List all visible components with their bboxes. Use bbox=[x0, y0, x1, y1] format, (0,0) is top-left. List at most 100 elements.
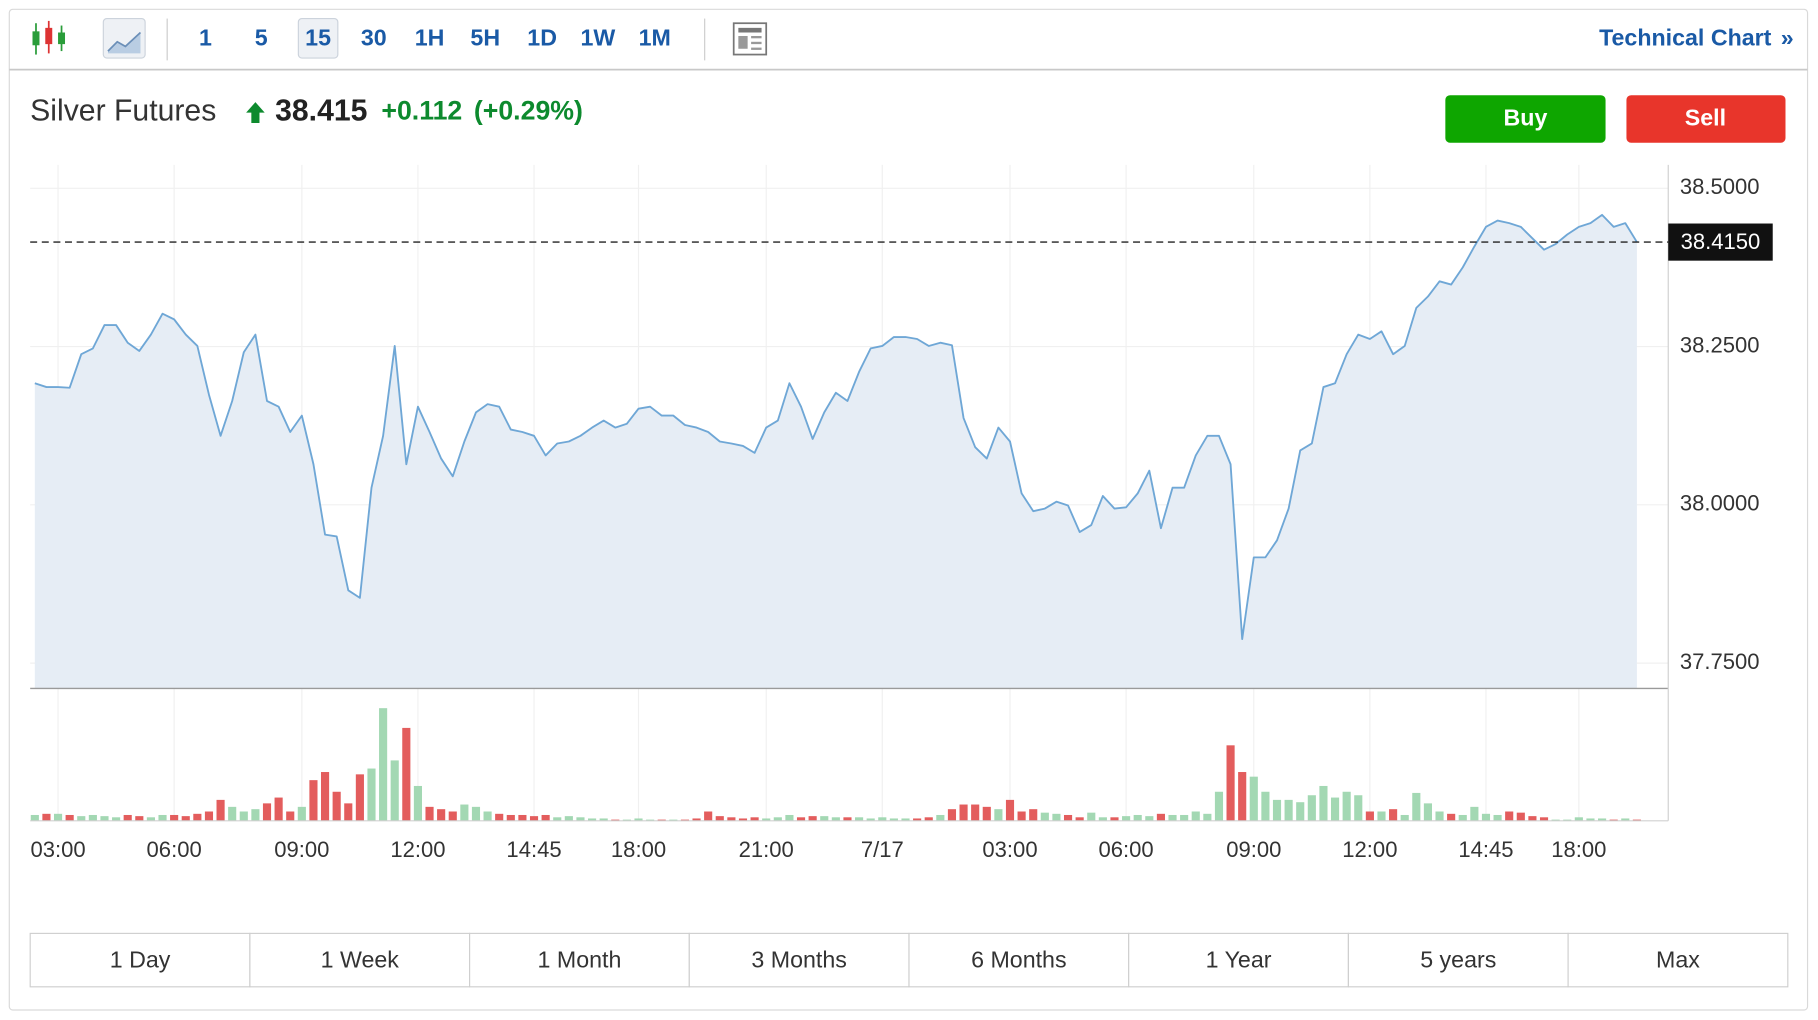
volume-bar bbox=[1412, 792, 1421, 821]
volume-bar bbox=[355, 774, 364, 821]
plot: Investing.com37.750038.000038.250038.500… bbox=[30, 164, 1773, 862]
volume-bar bbox=[1075, 817, 1084, 821]
volume-bar bbox=[576, 817, 585, 821]
sell-bg[interactable] bbox=[1626, 95, 1786, 143]
volume-bar bbox=[1354, 795, 1363, 821]
range-button[interactable] bbox=[1128, 932, 1349, 988]
volume-bar bbox=[1029, 809, 1038, 821]
buy-bg[interactable] bbox=[1445, 95, 1606, 143]
icon-bar bbox=[751, 35, 762, 39]
interval[interactable]: 1M bbox=[639, 25, 671, 51]
volume-bar bbox=[1238, 772, 1247, 821]
interval[interactable]: 5H bbox=[470, 25, 500, 51]
volume-bar bbox=[738, 818, 748, 821]
volume-bar bbox=[889, 818, 898, 821]
volume-bar bbox=[1447, 813, 1456, 821]
icon-body bbox=[58, 32, 66, 45]
range-button[interactable] bbox=[1347, 932, 1569, 988]
link-arrow[interactable]: » bbox=[1781, 25, 1794, 51]
range-label[interactable]: 5 years bbox=[1420, 946, 1496, 972]
range-button[interactable] bbox=[469, 932, 690, 988]
volume-bar bbox=[1005, 799, 1015, 821]
volume-bar bbox=[1110, 817, 1119, 821]
sell-button[interactable]: Sell bbox=[1626, 95, 1786, 143]
volume-bar bbox=[1203, 813, 1212, 821]
x-tick-label: 12:00 bbox=[1342, 837, 1397, 862]
volume-bar bbox=[1156, 813, 1165, 821]
y-tick-label: 38.2500 bbox=[1680, 332, 1760, 357]
up-arrow bbox=[246, 102, 265, 124]
volume-bar bbox=[332, 791, 341, 821]
volume-bar bbox=[1087, 812, 1096, 821]
volume-bar bbox=[88, 814, 97, 821]
buy-label[interactable]: Buy bbox=[1504, 105, 1548, 131]
volume-bar bbox=[1505, 811, 1514, 821]
volume-bar bbox=[320, 772, 330, 821]
news-icon[interactable] bbox=[732, 22, 768, 56]
icon-line bbox=[107, 31, 142, 52]
range-label[interactable]: 1 Week bbox=[321, 946, 400, 972]
volume-bar bbox=[379, 708, 388, 821]
volume-bar bbox=[1307, 795, 1316, 821]
volume-bar bbox=[297, 806, 306, 821]
x-tick-label: 09:00 bbox=[1226, 837, 1281, 862]
volume-bar bbox=[1133, 814, 1142, 821]
volume-bar bbox=[204, 811, 214, 821]
volume-bar bbox=[762, 818, 771, 821]
volume-bar bbox=[1226, 745, 1235, 821]
interval[interactable]: 1 bbox=[199, 25, 212, 51]
volume-bar bbox=[1470, 806, 1479, 821]
interval[interactable]: 15 bbox=[305, 25, 331, 51]
volume-bar bbox=[309, 780, 318, 821]
range-buttons: 1 Day 1 Week 1 Month 3 Months 6 Months 1 Year… bbox=[29, 932, 1789, 988]
interval[interactable]: 1D bbox=[527, 25, 557, 51]
volume-bar bbox=[1365, 811, 1374, 821]
volume-bar bbox=[750, 817, 759, 821]
volume-bar bbox=[112, 817, 121, 821]
volume-bar bbox=[1168, 814, 1177, 821]
volume-bar bbox=[239, 811, 248, 821]
link-text[interactable]: Technical Chart bbox=[1599, 25, 1772, 51]
range-label[interactable]: Max bbox=[1656, 946, 1700, 972]
price-line bbox=[34, 213, 1638, 641]
x-tick-label: 18:00 bbox=[1551, 837, 1606, 862]
range-button[interactable] bbox=[249, 932, 471, 988]
x-tick-label: 03:00 bbox=[30, 837, 85, 862]
candle-icon[interactable] bbox=[32, 20, 66, 55]
icon-area bbox=[107, 32, 141, 54]
interval[interactable]: 1W bbox=[580, 25, 615, 51]
range-label[interactable]: 3 Months bbox=[751, 946, 846, 972]
range-label[interactable]: 1 Day bbox=[110, 946, 171, 972]
range-button[interactable] bbox=[1567, 932, 1789, 988]
volume-bar bbox=[344, 803, 353, 821]
price: 38.415 bbox=[275, 95, 367, 128]
technical-chart-link[interactable]: Technical Chart » bbox=[1599, 25, 1794, 51]
change: +0.112 bbox=[381, 96, 462, 126]
range-button[interactable] bbox=[29, 932, 251, 988]
volume-bar bbox=[1214, 791, 1224, 821]
range-label[interactable]: 6 Months bbox=[971, 946, 1066, 972]
interval[interactable]: 5 bbox=[255, 25, 268, 51]
active-interval[interactable] bbox=[297, 17, 339, 59]
volume-bar bbox=[553, 817, 562, 821]
interval[interactable]: 1H bbox=[415, 25, 445, 51]
volume-bar bbox=[286, 811, 295, 821]
volume-bar bbox=[1330, 797, 1340, 821]
interval[interactable]: 30 bbox=[361, 25, 387, 51]
volume-bar bbox=[251, 809, 260, 821]
volume-bar bbox=[866, 818, 875, 821]
range-button[interactable] bbox=[688, 932, 910, 988]
last-price-box bbox=[1668, 223, 1773, 261]
volume-bar bbox=[878, 817, 887, 821]
range-label[interactable]: 1 Month bbox=[538, 946, 622, 972]
buy-button[interactable]: Buy bbox=[1445, 95, 1606, 143]
range-label[interactable]: 1 Year bbox=[1206, 946, 1272, 972]
change-percent: (+0.29%) bbox=[474, 96, 583, 126]
volume-bar bbox=[529, 816, 539, 821]
volume-bar bbox=[924, 817, 933, 821]
volume-bar bbox=[1261, 791, 1270, 821]
volume-bar bbox=[30, 814, 39, 821]
sell-label[interactable]: Sell bbox=[1685, 105, 1726, 131]
volume-bar bbox=[181, 816, 190, 821]
line-icon[interactable] bbox=[102, 17, 146, 59]
